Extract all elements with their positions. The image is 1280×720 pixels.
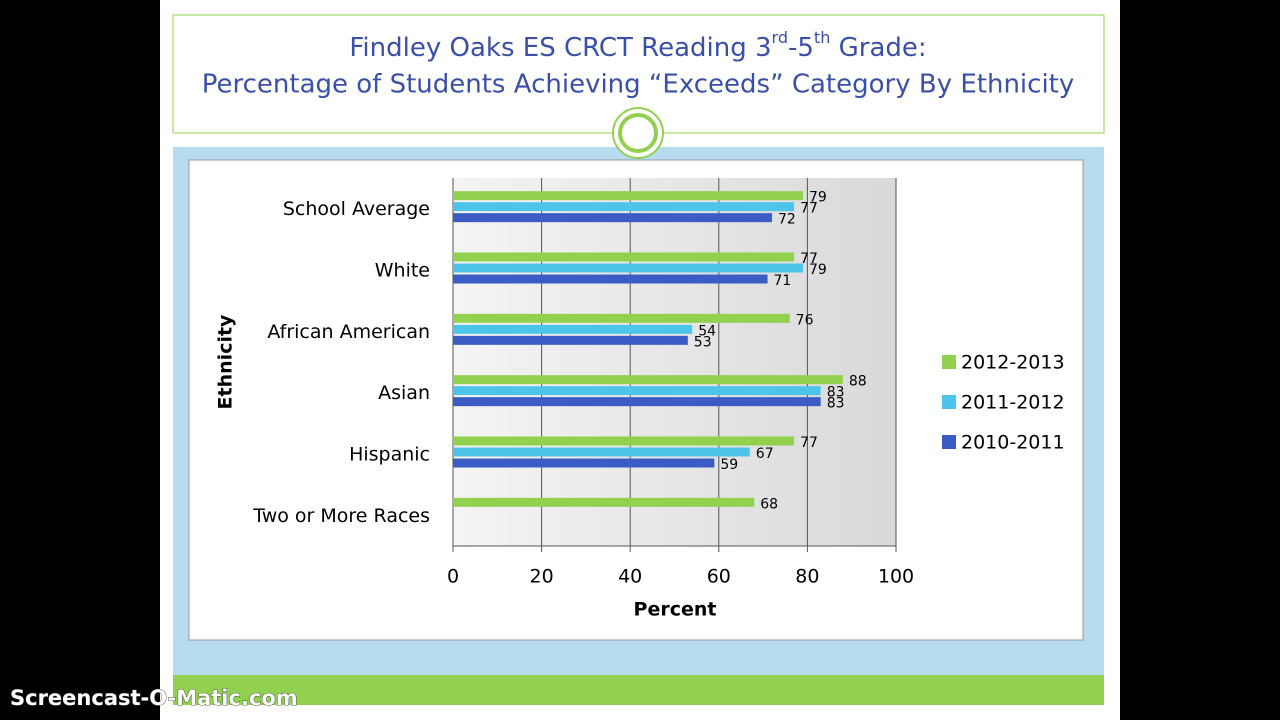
bar: [453, 202, 795, 212]
bar: [453, 213, 772, 223]
chart-title-line1: Findley Oaks ES CRCT Reading 3rd-5th Gra…: [349, 28, 926, 63]
x-tick-label: 100: [878, 566, 914, 588]
data-label: 77: [800, 435, 818, 451]
data-label: 54: [698, 323, 716, 339]
x-axis-label: Percent: [634, 599, 717, 621]
data-label: 76: [796, 312, 814, 328]
data-label: 79: [809, 262, 827, 278]
title-part: -5: [788, 33, 814, 63]
x-tick-label: 80: [795, 566, 819, 588]
data-label: 79: [809, 190, 827, 206]
footer-band: [173, 675, 1104, 705]
data-label: 72: [778, 212, 796, 228]
legend-label: 2010-2011: [961, 432, 1065, 454]
data-label: 77: [800, 201, 818, 217]
x-tick-label: 60: [707, 566, 731, 588]
bar: [453, 375, 843, 385]
legend-swatch: [942, 355, 956, 369]
data-label: 53: [694, 334, 712, 350]
bar: [453, 397, 821, 407]
bar: [453, 274, 768, 284]
bar: [453, 458, 715, 468]
data-label: 77: [800, 251, 818, 267]
title-part: Grade:: [830, 33, 926, 63]
bar: [453, 191, 803, 201]
data-label: 68: [760, 496, 778, 512]
title-sup: rd: [772, 28, 788, 47]
y-tick-label: Asian: [378, 382, 430, 404]
y-tick-label: School Average: [283, 198, 430, 220]
y-tick-label: African American: [267, 321, 430, 343]
legend-label: 2012-2013: [961, 352, 1065, 374]
title-sup: th: [814, 28, 830, 47]
y-tick-label: Hispanic: [349, 444, 430, 466]
watermark: Screencast-O-Matic.com: [10, 686, 298, 710]
bar: [453, 313, 790, 323]
bar: [453, 436, 795, 446]
data-label: 88: [849, 374, 867, 390]
data-label: 83: [827, 396, 845, 412]
x-tick-label: 0: [447, 566, 459, 588]
ornament-inner: [618, 113, 658, 153]
data-label: 71: [774, 273, 792, 289]
title-part: Findley Oaks ES CRCT Reading 3: [349, 33, 771, 63]
legend-label: 2011-2012: [961, 392, 1065, 414]
y-tick-label: Two or More Races: [252, 505, 430, 527]
bar: [453, 252, 795, 262]
x-tick-label: 20: [530, 566, 554, 588]
bar: [453, 324, 693, 334]
bar: [453, 386, 821, 396]
data-label: 83: [827, 385, 845, 401]
data-label: 67: [756, 446, 774, 462]
bar: [453, 447, 750, 457]
legend-swatch: [942, 395, 956, 409]
bar: [453, 335, 688, 345]
bar: [453, 263, 803, 273]
y-tick-label: White: [375, 260, 430, 282]
bar: [453, 497, 755, 507]
legend-swatch: [942, 435, 956, 449]
y-axis-label: Ethnicity: [215, 314, 237, 409]
x-tick-label: 40: [618, 566, 642, 588]
plot-area: [453, 178, 896, 546]
chart-title-line2: Percentage of Students Achieving “Exceed…: [202, 70, 1075, 100]
data-label: 59: [720, 457, 738, 473]
